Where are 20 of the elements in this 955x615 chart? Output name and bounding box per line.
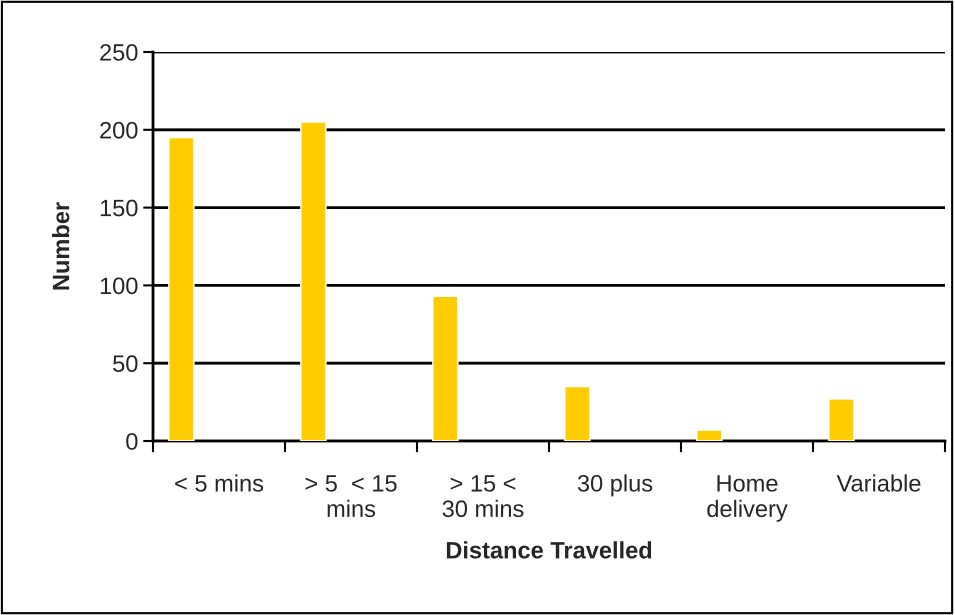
bar bbox=[432, 296, 459, 441]
x-tick-label: > 15 < 30 mins bbox=[442, 475, 524, 518]
y-axis-title: Number bbox=[52, 202, 70, 290]
x-tick-label: > 5 < 15 mins bbox=[306, 475, 397, 518]
x-tick-label: 30 plus bbox=[578, 474, 652, 496]
bar bbox=[828, 398, 855, 441]
x-axis-title: Distance Travelled bbox=[446, 541, 652, 559]
y-tick-label: 100 bbox=[100, 277, 138, 294]
x-tick-label: Home delivery bbox=[707, 475, 788, 522]
x-tick-label: Variable bbox=[836, 474, 920, 492]
bar bbox=[564, 386, 591, 441]
y-tick-label: 200 bbox=[100, 122, 138, 139]
x-tick-label: < 5 mins bbox=[175, 474, 264, 492]
bar bbox=[696, 429, 723, 441]
y-tick-label: 50 bbox=[113, 355, 138, 372]
bar bbox=[300, 121, 327, 441]
y-tick-label: 150 bbox=[100, 200, 138, 216]
y-tick-label: 0 bbox=[126, 433, 138, 450]
y-tick-label: 250 bbox=[100, 44, 138, 61]
bar bbox=[168, 136, 195, 441]
